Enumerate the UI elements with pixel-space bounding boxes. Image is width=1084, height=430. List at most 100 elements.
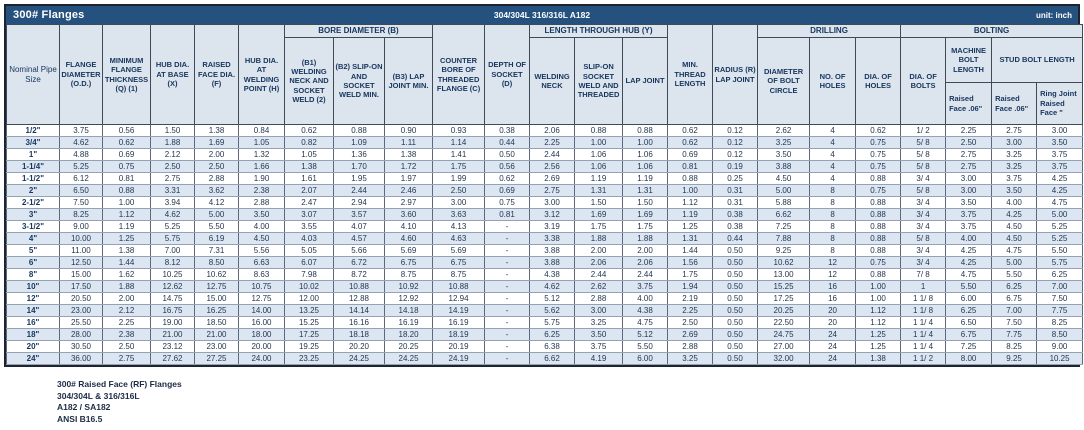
cell: 7.25 [757,220,811,233]
cell: 1.00 [667,184,714,197]
cell: 5.00 [991,256,1038,269]
cell: 20.25 [757,304,811,317]
cell: 2.97 [383,196,434,209]
cell: 16.00 [238,316,285,329]
col-header-min-thread-length: MIN. THREAD LENGTH [667,24,714,125]
cell: 3.50 [1036,136,1084,149]
cell: 20.50 [59,292,103,305]
flange-spec-sheet: 300# Flanges 304/304L 316/316L A182 unit… [4,4,1084,367]
cell: 3/ 4 [900,172,947,185]
cell: 8.12 [150,256,195,269]
cell: 0.50 [712,304,759,317]
cell: 2.44 [622,268,669,281]
cell: 4 [809,136,857,149]
cell: 1.44 [667,244,714,257]
cell: 6.50 [945,316,993,329]
cell: 12.94 [432,292,486,305]
cell: 2.69 [667,328,714,341]
cell: 12" [6,292,60,305]
cell: 6.75 [432,256,486,269]
cell: 24" [6,352,60,365]
cell: 3.00 [432,196,486,209]
table-row: 20" 30.50 2.50 23.12 23.00 20.00 19.25 20.20 20.… [6,340,1084,353]
cell: 1.31 [667,232,714,245]
cell: 0.38 [712,220,759,233]
cell: 25.50 [59,316,103,329]
cell: 4.50 [991,220,1038,233]
cell: 36.00 [59,352,103,365]
cell: 0.75 [855,160,902,173]
cell: 16 [809,292,857,305]
cell: 0.88 [333,124,385,137]
cell: 0.88 [574,124,624,137]
cell: 0.12 [712,136,759,149]
cell: 1.70 [333,160,385,173]
table-row: 1/2" 3.75 0.56 1.50 1.38 0.84 0.62 0.88 0.90 0.93… [6,124,1084,137]
cell: 3.25 [991,148,1038,161]
table-row: 1" 4.88 0.69 2.12 2.00 1.32 1.05 1.36 1.38 1.41 0.… [6,148,1084,161]
cell: 4.38 [529,268,576,281]
cell: 0.82 [284,136,334,149]
cell: 20.19 [432,340,486,353]
cell: 4.00 [991,196,1038,209]
cell: 0.62 [667,136,714,149]
cell: 8 [809,184,857,197]
cell: 12.75 [194,280,239,293]
cell: 3/4" [6,136,60,149]
cell: 8.50 [194,256,239,269]
cell: 1.12 [855,316,902,329]
cell: - [484,244,531,257]
sub-header-machine-raised-face: Raised Face .06" [945,82,993,125]
cell: 7.75 [1036,304,1084,317]
table-row: 8" 15.00 1.62 10.25 10.62 8.63 7.98 8.72 8.75 8.7… [6,268,1084,281]
cell: 12.62 [150,280,195,293]
cell: 0.69 [484,184,531,197]
cell: 6.38 [529,340,576,353]
cell: 1.12 [855,304,902,317]
cell: 20.00 [238,340,285,353]
cell: 4.25 [945,244,993,257]
col-header-b3-lap-joint: (B3) LAP JOINT MIN. [383,37,434,125]
cell: 0.88 [855,196,902,209]
cell: 5.50 [945,280,993,293]
cell: 2.38 [238,184,285,197]
cell: - [484,292,531,305]
cell: 2.44 [333,184,385,197]
col-header-no-of-holes: NO. OF HOLES [809,37,857,125]
cell: 5.25 [59,160,103,173]
cell: 0.62 [667,124,714,137]
cell: 1.06 [574,148,624,161]
cell: 3.55 [284,220,334,233]
cell: 1 1/ 4 [900,340,947,353]
table-row: 6" 12.50 1.44 8.12 8.50 6.63 6.07 6.72 6.75 6.75-… [6,256,1084,269]
cell: 0.88 [855,172,902,185]
cell: 18.20 [383,328,434,341]
cell: 4.62 [150,208,195,221]
cell: 0.50 [712,244,759,257]
cell: 0.84 [238,124,285,137]
cell: 1.75 [432,160,486,173]
footer-line: ANSI B16.5 [57,413,103,424]
cell: 9.00 [59,220,103,233]
col-header-welding-neck: WELDING NECK [529,37,576,125]
cell: 2.00 [102,292,151,305]
cell: 1.32 [238,148,285,161]
cell: 2.07 [284,184,334,197]
cell: 4.25 [1036,172,1084,185]
cell: 3.00 [991,136,1038,149]
cell: 3.75 [991,172,1038,185]
cell: - [484,220,531,233]
cell: 0.50 [712,292,759,305]
cell: 5.12 [529,292,576,305]
col-header-radius-lap-joint: RADIUS (R) LAP JOINT [712,24,759,125]
cell: 2.88 [238,196,285,209]
cell: 1.50 [622,196,669,209]
cell: 1.00 [855,280,902,293]
table-row: 3" 8.25 1.12 4.62 5.00 3.50 3.07 3.57 3.60 3.63 0.… [6,208,1084,221]
cell: 17.25 [757,292,811,305]
cell: 6.25 [1036,268,1084,281]
cell: 16.25 [194,304,239,317]
col-header-lap-joint: LAP JOINT [622,37,669,125]
cell: 7.50 [1036,292,1084,305]
group-header-bore-diameter: BORE DIAMETER (B) [283,24,434,38]
